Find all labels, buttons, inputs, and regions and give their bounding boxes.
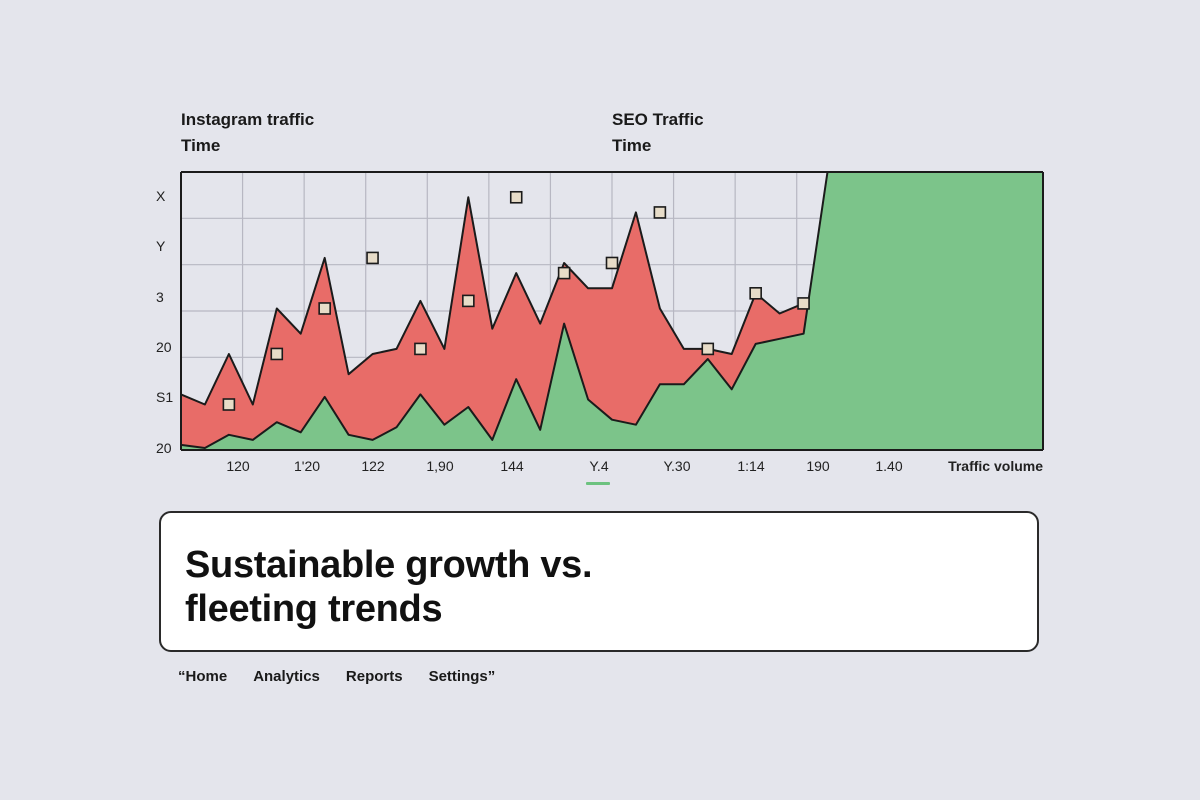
y-tick-label: X [156, 188, 166, 204]
y-tick-label: 3 [156, 289, 164, 305]
nav-open-quote: “ [178, 668, 186, 685]
y-tick-label: Y [156, 238, 166, 254]
data-point-marker [653, 206, 667, 219]
data-point-marker [797, 297, 810, 310]
data-point-marker [509, 190, 523, 204]
series-subtitle-seo: Time [612, 136, 652, 155]
headline: Sustainable growth vs. fleeting trends [185, 543, 785, 631]
headline-line-2: fleeting trends [185, 588, 443, 630]
data-point-marker [414, 342, 427, 356]
y-tick-labels: X Y 3 20 S1 20 [156, 188, 173, 456]
headline-line-1: Sustainable growth vs. [185, 544, 593, 586]
x-tick-label: 122 [361, 458, 385, 474]
x-tick-label: Y.30 [664, 458, 691, 474]
x-tick-label: 144 [500, 458, 524, 474]
x-tick-labels: 120 1'20 122 1,90 144 Y.4 Y.30 1:14 190 1.40 Traff… [226, 458, 1043, 474]
x-tick-label: 1,90 [426, 458, 453, 474]
nav-item-reports[interactable]: Reports [345, 668, 403, 685]
y-tick-label: S1 [156, 389, 173, 405]
data-point-marker [605, 256, 619, 270]
data-point-marker [701, 342, 715, 356]
plot-frame [180, 171, 1044, 451]
marker-points [222, 190, 810, 411]
series-subtitle-instagram: Time [181, 136, 221, 155]
data-point-marker [749, 287, 762, 300]
nav-item-settings[interactable]: Settings [428, 668, 488, 685]
data-point-marker [270, 347, 284, 361]
nav-close-quote: ” [487, 668, 496, 685]
y-tick-label: 20 [156, 440, 172, 456]
x-tick-label: 1:14 [737, 458, 764, 474]
data-point-marker [318, 302, 331, 315]
data-point-marker [462, 294, 475, 308]
data-point-marker [366, 251, 379, 265]
data-point-marker [222, 398, 236, 411]
x-tick-label: 120 [226, 458, 250, 474]
nav-item-home[interactable]: Home [185, 668, 228, 685]
active-indicator [586, 482, 610, 485]
series-label-instagram: Instagram traffic Time [181, 107, 314, 159]
series-name-instagram: Instagram traffic [181, 110, 315, 129]
data-point-marker [557, 266, 571, 280]
headline-card: Sustainable growth vs. fleeting trends [159, 511, 1039, 652]
x-tick-label: 1.40 [875, 458, 902, 474]
x-tick-label: 190 [806, 458, 830, 474]
traffic-area-chart: X Y 3 20 S1 20 120 1'20 122 1,90 144 Y.4 Y.30 1:14 19… [156, 171, 1044, 474]
series-label-seo: SEO Traffic Time [612, 107, 704, 159]
area-seo-traffic [181, 172, 1043, 450]
series-name-seo: SEO Traffic [612, 110, 704, 129]
nav-item-analytics[interactable]: Analytics [253, 668, 320, 685]
y-tick-label: 20 [156, 339, 172, 355]
x-tick-label: Y.4 [589, 458, 608, 474]
bottom-nav: “ Home Analytics Reports Settings ” [178, 668, 495, 685]
x-axis-title: Traffic volume [948, 458, 1043, 474]
x-tick-label: 1'20 [294, 458, 320, 474]
